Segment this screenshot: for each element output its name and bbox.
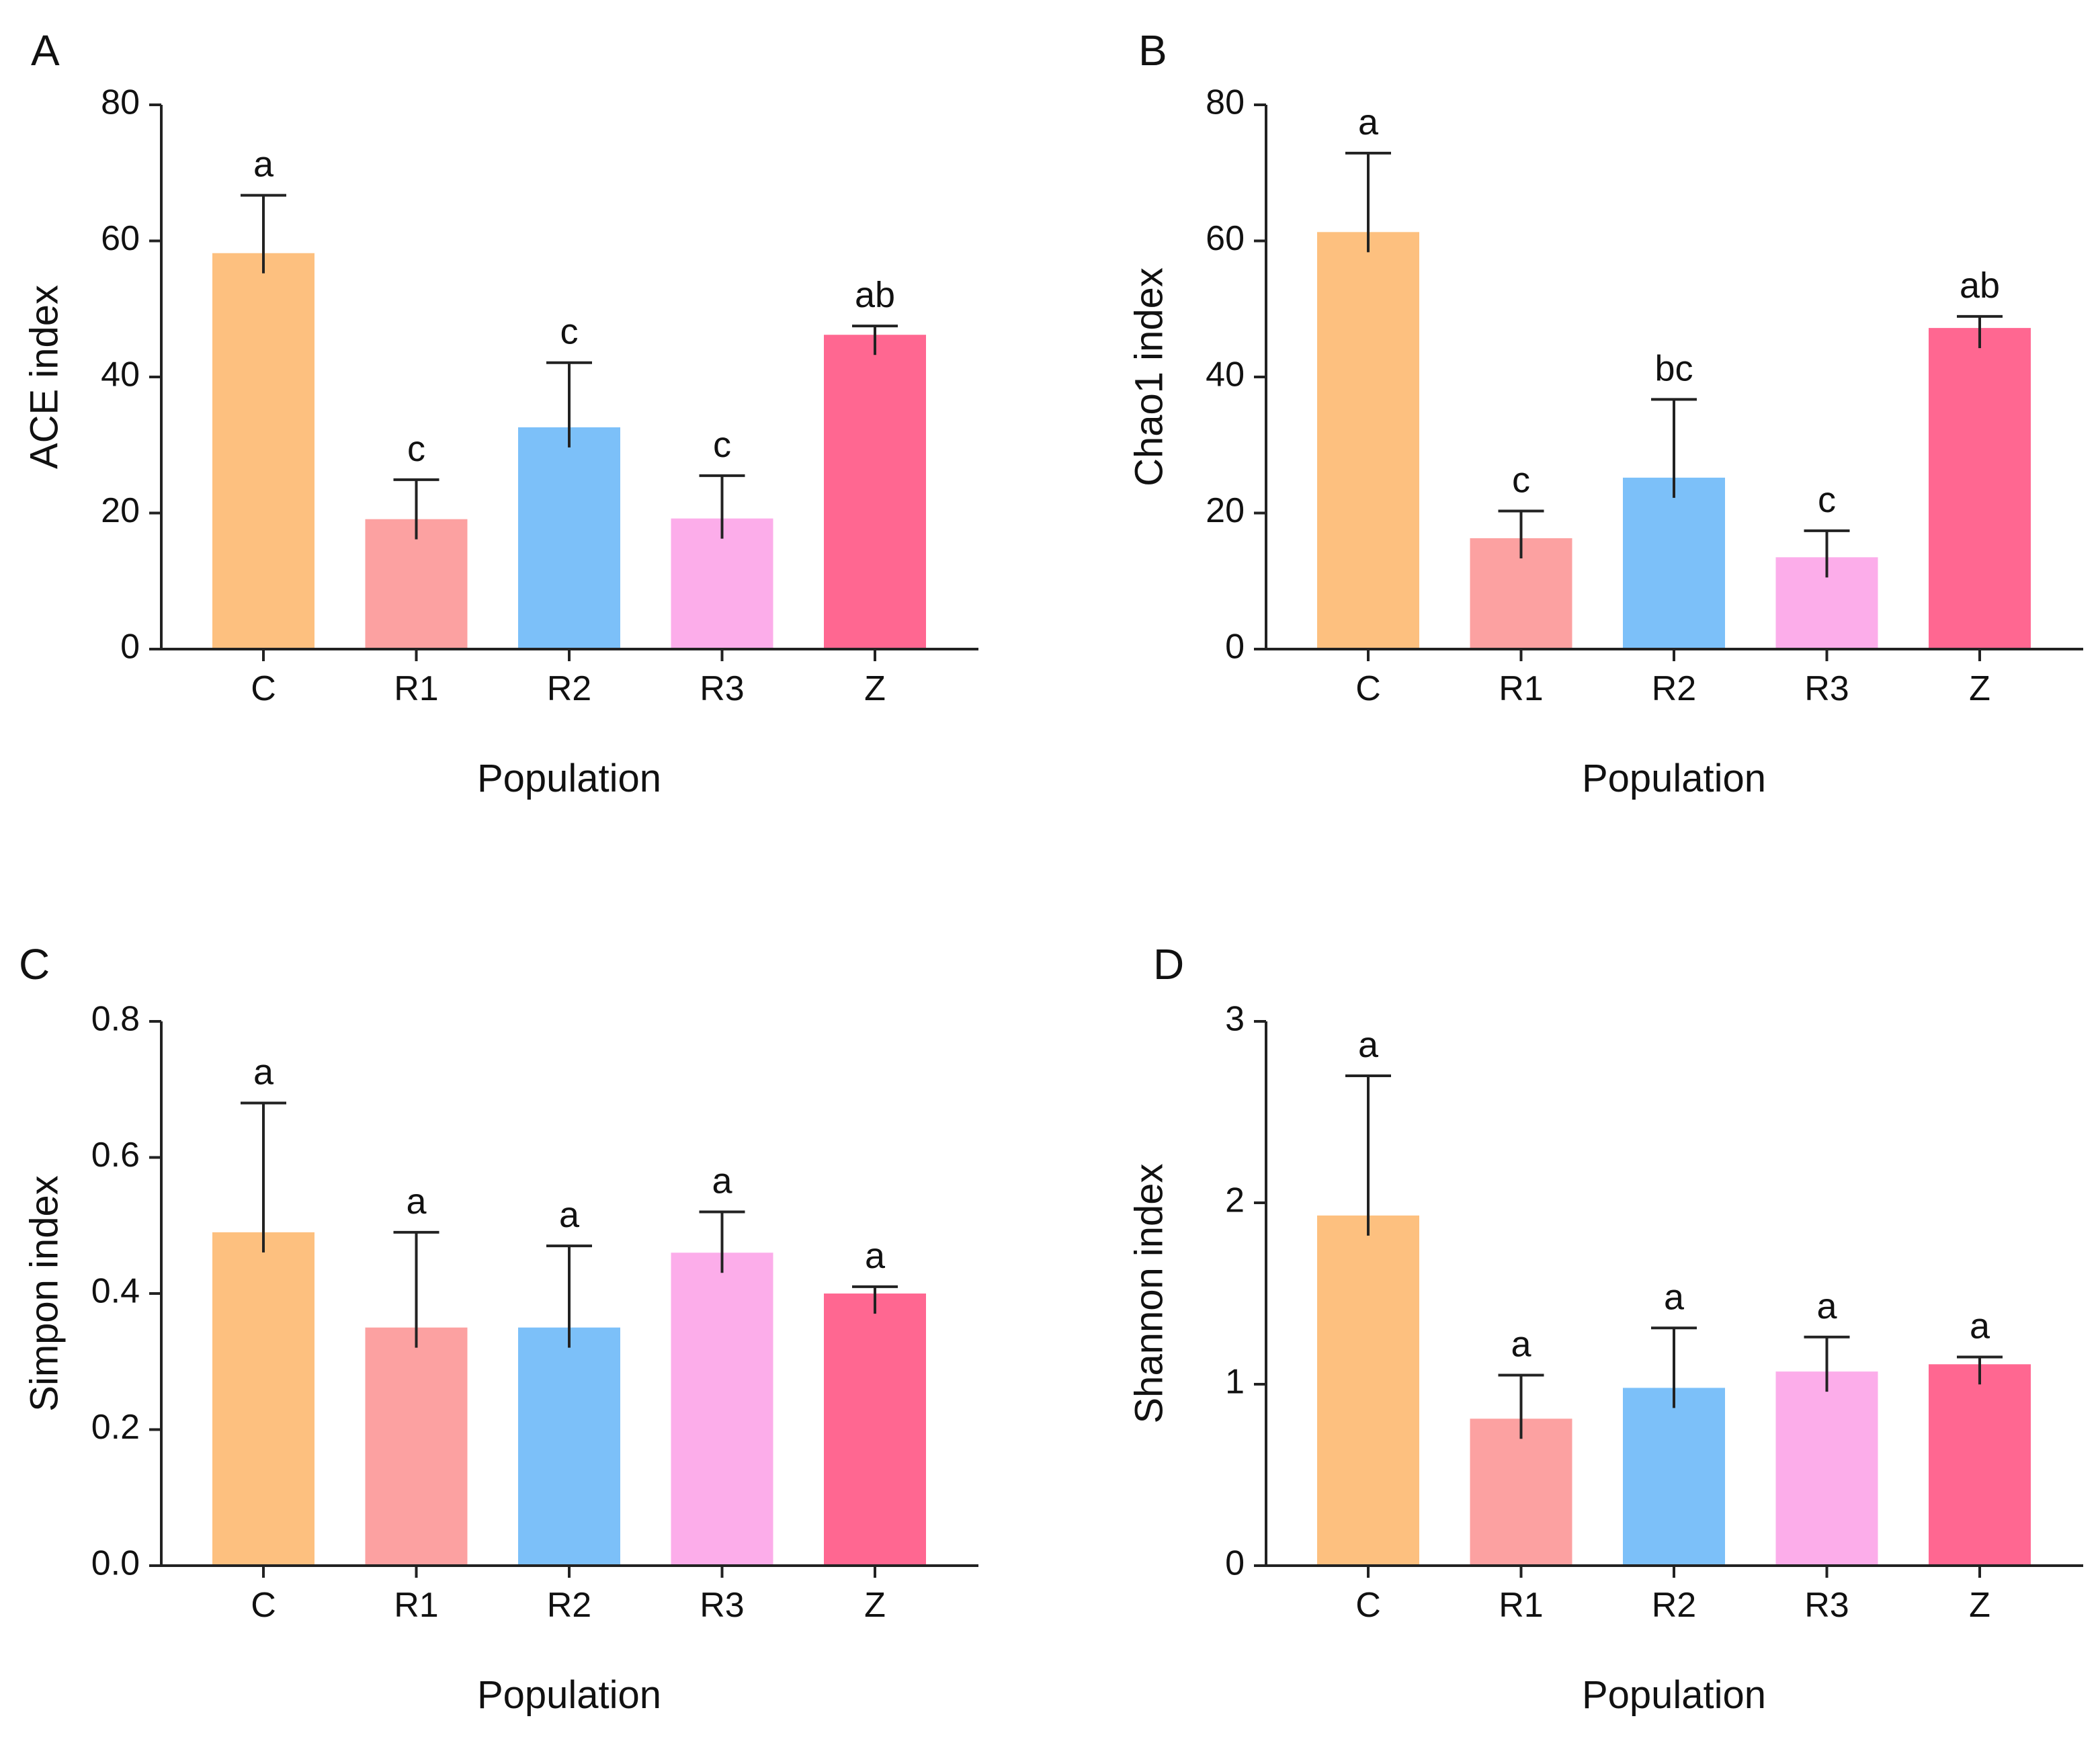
y-tick-label: 80 [101, 83, 140, 122]
bar [212, 253, 314, 650]
y-tick-label: 1 [1225, 1363, 1245, 1402]
bar [518, 1327, 620, 1566]
chart-panel-a: Aa c c c ab 0 20 40 60 80 C R1 R2 R3 Z Population ACE in… [22, 26, 978, 800]
panel-letter: D [1153, 940, 1184, 988]
y-axis-title: Simpon index [22, 1175, 66, 1411]
x-tick-label: R3 [1804, 1586, 1849, 1625]
x-tick-label: R3 [1804, 669, 1849, 708]
significance-label: a [1511, 1324, 1531, 1365]
y-tick-label: 0.6 [91, 1136, 140, 1175]
y-tick-label: 40 [1206, 355, 1245, 394]
y-axis-title: Shannon index [1127, 1164, 1171, 1424]
y-tick-label: 40 [101, 355, 140, 394]
x-tick-label: R3 [700, 1586, 744, 1625]
significance-label: a [253, 144, 274, 185]
x-tick-label: Z [1969, 669, 1990, 708]
bar [365, 1327, 468, 1566]
significance-label: a [1970, 1306, 1990, 1347]
y-axis-title: ACE index [22, 285, 66, 469]
significance-label: a [1816, 1286, 1837, 1326]
significance-label: a [1664, 1277, 1685, 1317]
significance-label: a [1358, 102, 1379, 142]
significance-label: a [253, 1052, 274, 1093]
bar [212, 1232, 314, 1566]
bar [1470, 1418, 1572, 1566]
significance-label: c [1818, 480, 1836, 520]
bar [1929, 328, 2031, 649]
y-axis-title: Chao1 index [1127, 267, 1171, 486]
x-axis-title: Population [477, 757, 661, 800]
bar [824, 335, 926, 649]
panel-letter: B [1138, 26, 1167, 75]
x-tick-label: R2 [1652, 1586, 1696, 1625]
x-tick-label: Z [864, 669, 886, 708]
y-tick-label: 20 [1206, 491, 1245, 530]
x-tick-label: R1 [394, 669, 438, 708]
significance-label: c [407, 429, 425, 469]
x-axis-title: Population [1582, 757, 1766, 800]
panel-letter: A [31, 26, 60, 75]
x-tick-label: C [1355, 1586, 1381, 1625]
chart-panel-c: Ca a a a a 0.0 0.2 0.4 0.6 0.8 C R1 R2 R3 Z Population S… [19, 940, 978, 1717]
y-tick-label: 0 [1225, 1544, 1245, 1583]
significance-label: a [406, 1181, 427, 1222]
significance-label: c [1512, 460, 1530, 500]
x-tick-label: Z [1969, 1586, 1990, 1625]
y-tick-label: 80 [1206, 83, 1245, 122]
bar [1623, 1388, 1725, 1566]
y-tick-label: 0 [1225, 628, 1245, 667]
y-tick-label: 2 [1225, 1181, 1245, 1220]
significance-label: a [559, 1195, 580, 1235]
y-tick-label: 0.8 [91, 1000, 140, 1039]
bar [671, 1253, 773, 1566]
bar [671, 518, 773, 649]
y-tick-label: 0 [120, 628, 140, 667]
chart-panel-b: Ba c bc c ab 0 20 40 60 80 C R1 R2 R3 Z Population Chao1… [1127, 26, 2083, 800]
x-tick-label: R2 [547, 669, 591, 708]
y-tick-label: 0.2 [91, 1408, 140, 1447]
bar [365, 519, 468, 649]
panel-letter: C [19, 940, 50, 988]
significance-label: c [560, 312, 579, 352]
significance-label: ab [1960, 265, 2000, 306]
x-tick-label: R1 [394, 1586, 438, 1625]
bar [1775, 1371, 1878, 1566]
x-axis-title: Population [1582, 1673, 1766, 1717]
x-tick-label: R1 [1499, 1586, 1543, 1625]
bar [1623, 477, 1725, 649]
significance-label: c [713, 425, 731, 465]
x-tick-label: C [251, 1586, 276, 1625]
y-tick-label: 0.4 [91, 1272, 140, 1311]
x-tick-label: C [251, 669, 276, 708]
x-tick-label: R1 [1499, 669, 1543, 708]
y-tick-label: 60 [101, 219, 140, 258]
y-tick-label: 3 [1225, 1000, 1245, 1039]
x-tick-label: R3 [700, 669, 744, 708]
bar [518, 427, 620, 649]
y-tick-label: 20 [101, 491, 140, 530]
y-tick-label: 60 [1206, 219, 1245, 258]
significance-label: a [1358, 1025, 1379, 1065]
significance-label: bc [1654, 348, 1693, 388]
y-tick-label: 0.0 [91, 1544, 140, 1583]
significance-label: a [712, 1161, 732, 1201]
bar [1317, 1215, 1419, 1566]
x-tick-label: Z [864, 1586, 886, 1625]
chart-panel-d: Da a a a a 0 1 2 3 C R1 R2 R3 Z Population Shannon inde… [1127, 940, 2083, 1717]
x-tick-label: R2 [547, 1586, 591, 1625]
x-axis-title: Population [477, 1673, 661, 1717]
bar [824, 1294, 926, 1566]
bar [1317, 232, 1419, 649]
x-tick-label: C [1355, 669, 1381, 708]
bar [1929, 1364, 2031, 1566]
x-tick-label: R2 [1652, 669, 1696, 708]
significance-label: a [865, 1236, 886, 1276]
significance-label: ab [855, 275, 895, 315]
